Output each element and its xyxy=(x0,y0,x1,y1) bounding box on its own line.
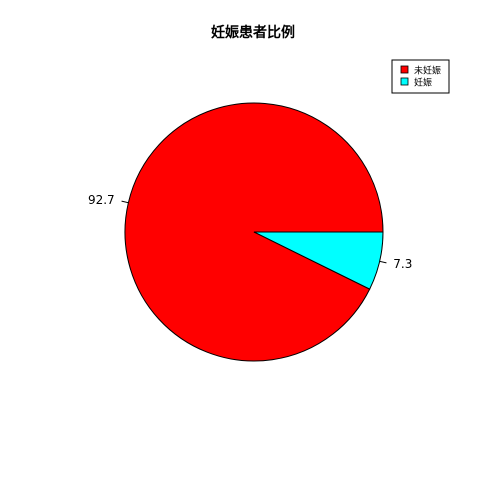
pie-label-tick-pregnant xyxy=(379,260,387,264)
pie-data-label-unpregnant: 92.7 xyxy=(88,193,115,207)
legend-swatch-pregnant xyxy=(400,77,409,86)
pie-slices xyxy=(124,102,384,362)
pie-slice-pregnant xyxy=(253,231,384,290)
pie-label-tick-unpregnant xyxy=(121,200,129,204)
legend-label-pregnant: 妊娠 xyxy=(414,77,432,89)
chart-title: 妊娠患者比例 xyxy=(211,24,295,41)
legend-swatch-unpregnant xyxy=(400,65,409,74)
legend-box xyxy=(391,59,450,94)
legend: 未妊娠 妊娠 xyxy=(391,59,450,94)
pie-data-label-pregnant: 7.3 xyxy=(393,257,412,271)
pie-data-labels: 92.7 7.3 xyxy=(88,193,412,271)
legend-label-unpregnant: 未妊娠 xyxy=(414,65,441,77)
